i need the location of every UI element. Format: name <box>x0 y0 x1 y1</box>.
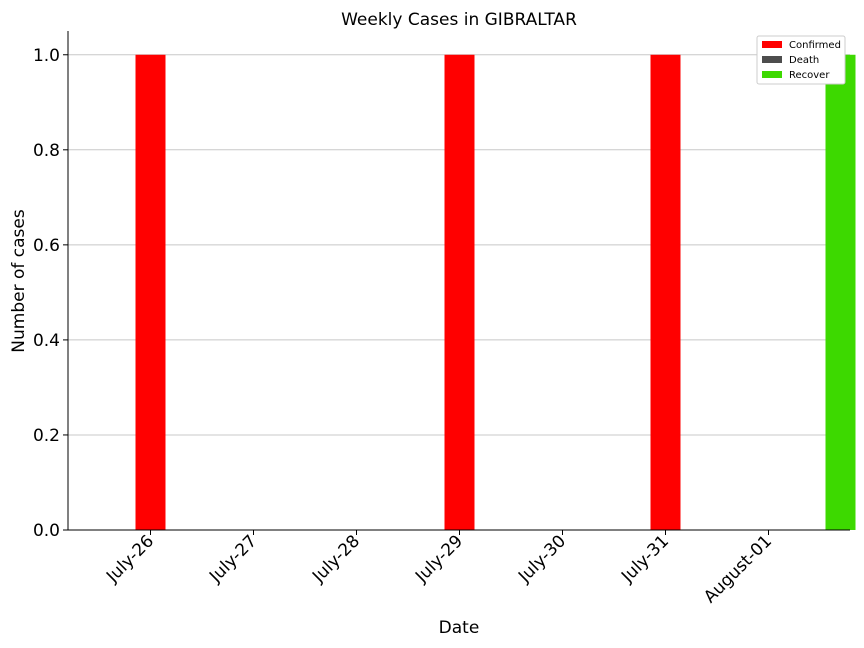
x-tick-label: July-29 <box>411 531 467 587</box>
x-tick-label: August-01 <box>700 531 776 607</box>
y-tick-label: 0.2 <box>33 426 60 446</box>
legend-label-recover: Recover <box>789 70 830 81</box>
bar-confirmed <box>135 54 166 531</box>
legend-swatch-confirmed <box>762 41 782 48</box>
bar-recover <box>825 54 856 531</box>
x-tick-label: July-31 <box>617 531 673 587</box>
chart-title: Weekly Cases in GIBRALTAR <box>341 10 577 30</box>
legend: Confirmed Death Recover <box>756 35 846 85</box>
legend-label-confirmed: Confirmed <box>789 40 841 51</box>
legend-swatch-death <box>762 56 782 63</box>
x-axis-label: Date <box>439 618 480 638</box>
y-axis-label: Number of cases <box>9 209 29 353</box>
x-tick-label: July-26 <box>102 531 158 587</box>
y-ticks: 0.0 0.2 0.4 0.6 0.8 1.0 <box>33 46 68 541</box>
y-tick-label: 0.4 <box>33 331 60 351</box>
bar-confirmed <box>650 54 681 531</box>
x-ticks: July-26 July-27 July-28 July-29 July-30 July-… <box>102 530 776 607</box>
legend-label-death: Death <box>789 55 819 66</box>
x-tick-label: July-30 <box>514 531 570 587</box>
bar-confirmed <box>444 54 475 531</box>
y-tick-label: 0.6 <box>33 236 60 256</box>
bars <box>135 54 856 531</box>
legend-swatch-recover <box>762 71 782 78</box>
x-tick-label: July-28 <box>308 531 364 587</box>
y-tick-label: 0.0 <box>33 521 60 541</box>
y-tick-label: 0.8 <box>33 141 60 161</box>
y-tick-label: 1.0 <box>33 46 60 66</box>
x-tick-label: July-27 <box>205 531 261 587</box>
